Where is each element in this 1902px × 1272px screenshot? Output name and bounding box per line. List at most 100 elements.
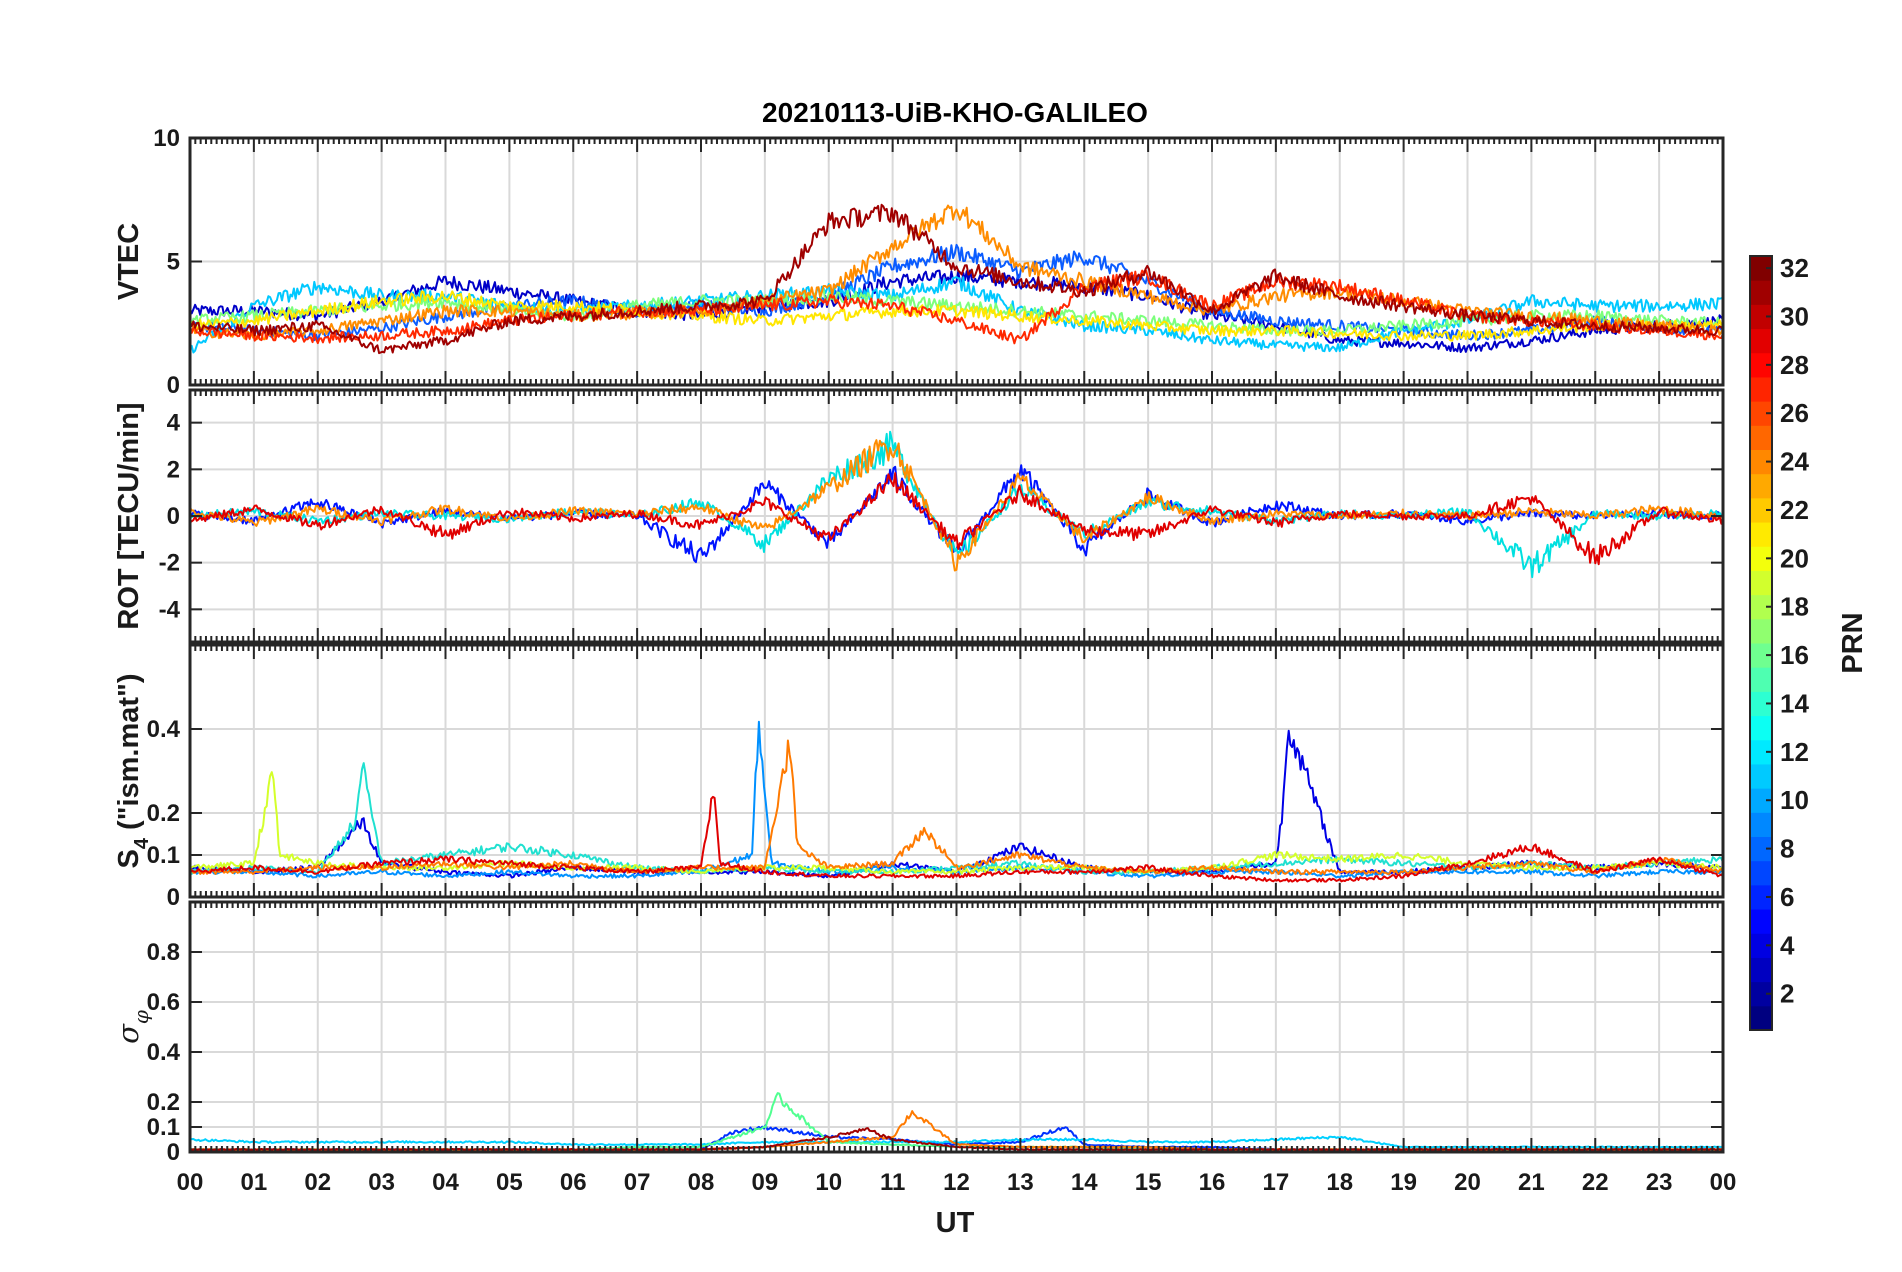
chart-title: 20210113-UiB-KHO-GALILEO	[762, 97, 1148, 128]
colorbar-segment	[1750, 739, 1772, 765]
colorbar-tick-label: 22	[1780, 495, 1809, 525]
x-tick-label: 03	[368, 1169, 395, 1196]
series-group	[190, 203, 1723, 355]
y-tick-label: 0.4	[147, 716, 181, 743]
colorbar-tick-label: 26	[1780, 398, 1809, 428]
colorbar-segment	[1750, 328, 1772, 354]
x-tick-label: 20	[1454, 1169, 1481, 1196]
colorbar-label: PRN	[1837, 612, 1869, 673]
x-tick-label: 08	[688, 1169, 715, 1196]
y-tick-label: 5	[167, 249, 180, 276]
colorbar-segment	[1750, 715, 1772, 741]
y-axis-label: S4 ("ism.mat")	[113, 674, 153, 869]
x-tick-label: 17	[1263, 1169, 1290, 1196]
colorbar-segment	[1750, 763, 1772, 789]
x-tick-label: 12	[943, 1169, 970, 1196]
colorbar-tick-label: 6	[1780, 882, 1794, 912]
colorbar-segment	[1750, 352, 1772, 378]
colorbar-segment	[1750, 570, 1772, 596]
colorbar-tick-label: 16	[1780, 640, 1809, 670]
y-tick-label: 0.1	[147, 1114, 180, 1141]
colorbar-tick-label: 10	[1780, 785, 1809, 815]
y-tick-label: 0	[167, 884, 180, 911]
y-tick-label: 0	[167, 1139, 180, 1166]
series-prn-31	[190, 203, 1723, 355]
colorbar-segment	[1750, 860, 1772, 886]
series-group	[190, 720, 1723, 883]
colorbar-segment	[1750, 376, 1772, 402]
colorbar-segment	[1750, 304, 1772, 330]
x-tick-label: 11	[880, 1169, 905, 1196]
colorbar-tick-label: 32	[1780, 253, 1809, 283]
series-prn-2	[190, 269, 1723, 353]
y-tick-label: 0.1	[147, 842, 180, 869]
panel-1: 0 5 10 VTEC	[113, 125, 1725, 399]
colorbar-segment	[1750, 1005, 1772, 1031]
x-axis: 00 01 02 03 04 05 06 07 08 09 10 11 12 13 14 15 16 17 18 19…	[177, 1169, 1737, 1196]
x-tick-label: 15	[1135, 1169, 1162, 1196]
colorbar-segment	[1750, 280, 1772, 305]
x-tick-label: 19	[1390, 1169, 1417, 1196]
x-tick-label: 00	[177, 1169, 204, 1196]
x-axis-label: UT	[936, 1207, 975, 1239]
colorbar-segment	[1750, 401, 1772, 426]
x-tick-label: 05	[496, 1169, 523, 1196]
y-axis-label-subscript: φ	[129, 1010, 153, 1024]
colorbar-segment	[1750, 449, 1772, 475]
y-tick-label: 0.2	[147, 800, 180, 827]
colorbar-tick-label: 20	[1780, 543, 1809, 573]
y-axis-label-main: σ	[111, 1023, 145, 1044]
colorbar-segment	[1750, 836, 1772, 862]
panel-3: 00.10.20.4S4 ("ism.mat")	[113, 643, 1725, 911]
colorbar-segment	[1750, 497, 1772, 523]
colorbar-tick-label: 30	[1780, 301, 1809, 331]
series-prn-20	[190, 290, 1723, 342]
x-tick-label: 04	[432, 1169, 459, 1196]
y-tick-label: 0	[167, 372, 180, 399]
colorbar-segment	[1750, 933, 1772, 958]
y-tick-label: -4	[159, 596, 181, 623]
y-axis-label-main: S	[113, 849, 145, 868]
colorbar-segment	[1750, 981, 1772, 1007]
colorbar-segment	[1750, 957, 1772, 983]
colorbar-segment	[1750, 643, 1772, 668]
y-tick-label: 0	[167, 503, 180, 530]
colorbar-segment	[1750, 884, 1772, 910]
y-axis-label: ROT [TECU/min]	[113, 402, 145, 629]
y-tick-label: 2	[167, 456, 180, 483]
x-tick-label: 14	[1071, 1169, 1098, 1196]
y-axis-label-subscript: 4	[131, 837, 153, 849]
x-tick-label: 01	[241, 1169, 268, 1196]
colorbar-segment	[1750, 909, 1772, 934]
colorbar-segment	[1750, 546, 1772, 571]
colorbar-segment	[1750, 667, 1772, 692]
colorbar-segment	[1750, 425, 1772, 450]
series-prn-23	[190, 204, 1723, 341]
x-tick-label: 09	[752, 1169, 779, 1196]
y-axis-label-rest: ("ism.mat")	[113, 674, 145, 838]
colorbar-segment	[1750, 594, 1772, 620]
colorbar-tick-label: 2	[1780, 979, 1794, 1009]
colorbar-segment	[1750, 618, 1772, 644]
x-tick-label: 18	[1326, 1169, 1353, 1196]
panel-4: 00.10.2 0.4 0.6 0.8 σφ	[111, 900, 1725, 1166]
colorbar-tick-label: 8	[1780, 834, 1794, 864]
y-tick-label: 0.6	[147, 989, 180, 1016]
x-tick-label: 21	[1518, 1169, 1545, 1196]
x-tick-label: 06	[560, 1169, 587, 1196]
colorbar-segment	[1750, 522, 1772, 547]
colorbar-tick-label: 18	[1780, 592, 1809, 622]
y-tick-label: 10	[153, 125, 180, 152]
colorbar-segment	[1750, 812, 1772, 837]
colorbar-segment	[1750, 473, 1772, 499]
colorbar-segment	[1750, 788, 1772, 813]
x-tick-label: 07	[624, 1169, 651, 1196]
x-tick-label: 16	[1199, 1169, 1226, 1196]
colorbar-tick-label: 24	[1780, 447, 1809, 477]
y-tick-label: 0.2	[147, 1089, 180, 1116]
x-tick-label: 00	[1710, 1169, 1737, 1196]
x-tick-label: 23	[1646, 1169, 1673, 1196]
